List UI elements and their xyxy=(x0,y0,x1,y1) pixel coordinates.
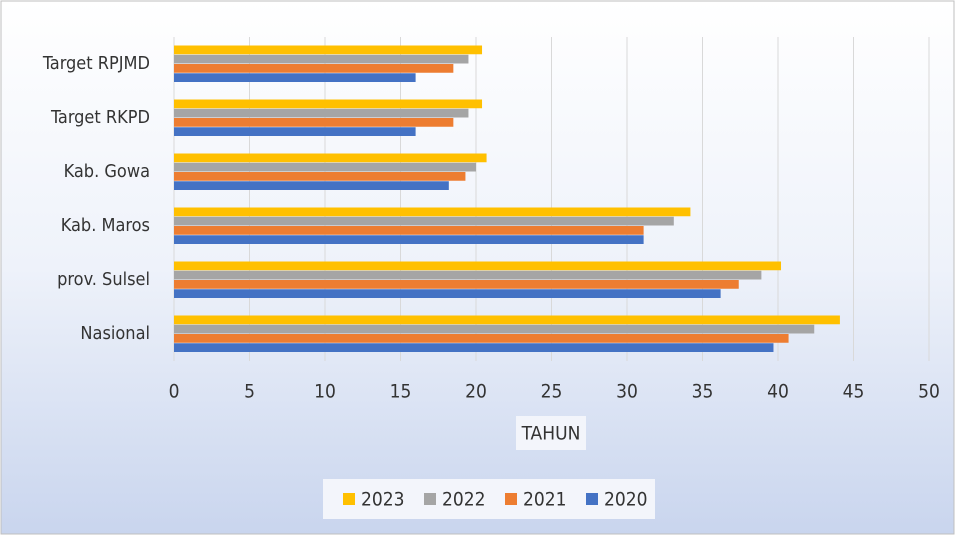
legend-label: 2023 xyxy=(361,489,405,511)
x-tick-label: 40 xyxy=(767,381,789,403)
bar xyxy=(174,181,449,190)
x-tick-label: 35 xyxy=(692,381,714,403)
y-tick-label: prov. Sulsel xyxy=(57,269,150,290)
x-axis-label: TAHUN xyxy=(521,423,581,445)
legend-label: 2021 xyxy=(523,489,567,511)
x-tick-label: 15 xyxy=(390,381,412,403)
y-tick-label: Target RKPD xyxy=(50,107,150,128)
bar xyxy=(174,216,674,226)
legend-swatch xyxy=(343,493,355,505)
bar xyxy=(174,118,454,127)
bar xyxy=(174,127,416,136)
bar xyxy=(174,108,469,118)
bar xyxy=(174,261,782,271)
bar xyxy=(174,315,840,325)
bar xyxy=(174,226,644,235)
bar xyxy=(174,99,483,109)
x-tick-label: 10 xyxy=(314,381,336,403)
legend-swatch xyxy=(586,493,598,505)
bar xyxy=(174,334,789,343)
bar xyxy=(174,172,466,181)
y-tick-label: Kab. Maros xyxy=(61,215,150,236)
x-tick-label: 0 xyxy=(169,381,180,403)
legend-swatch xyxy=(505,493,517,505)
x-tick-label: 30 xyxy=(616,381,638,403)
bar xyxy=(174,45,483,55)
legend-label: 2022 xyxy=(442,489,486,511)
bar xyxy=(174,64,454,73)
bar xyxy=(174,343,774,352)
bar xyxy=(174,153,487,163)
x-tick-label: 45 xyxy=(843,381,865,403)
x-tick-label: 50 xyxy=(918,381,940,403)
legend-box xyxy=(323,479,655,519)
x-label-box xyxy=(516,416,586,450)
bar xyxy=(174,54,469,64)
bar xyxy=(174,73,416,82)
bar xyxy=(174,235,644,244)
legend-swatch xyxy=(424,493,436,505)
y-tick-label: Nasional xyxy=(80,323,150,344)
legend-label: 2020 xyxy=(604,489,648,511)
bar xyxy=(174,289,721,298)
bar xyxy=(174,280,739,289)
x-tick-label: 5 xyxy=(244,381,255,403)
y-tick-label: Kab. Gowa xyxy=(64,161,150,182)
bar xyxy=(174,324,815,334)
x-tick-label: 20 xyxy=(465,381,487,403)
bar xyxy=(174,162,476,172)
x-tick-label: 25 xyxy=(541,381,563,403)
y-tick-label: Target RPJMD xyxy=(42,53,150,74)
bar xyxy=(174,270,762,280)
bar xyxy=(174,207,691,217)
